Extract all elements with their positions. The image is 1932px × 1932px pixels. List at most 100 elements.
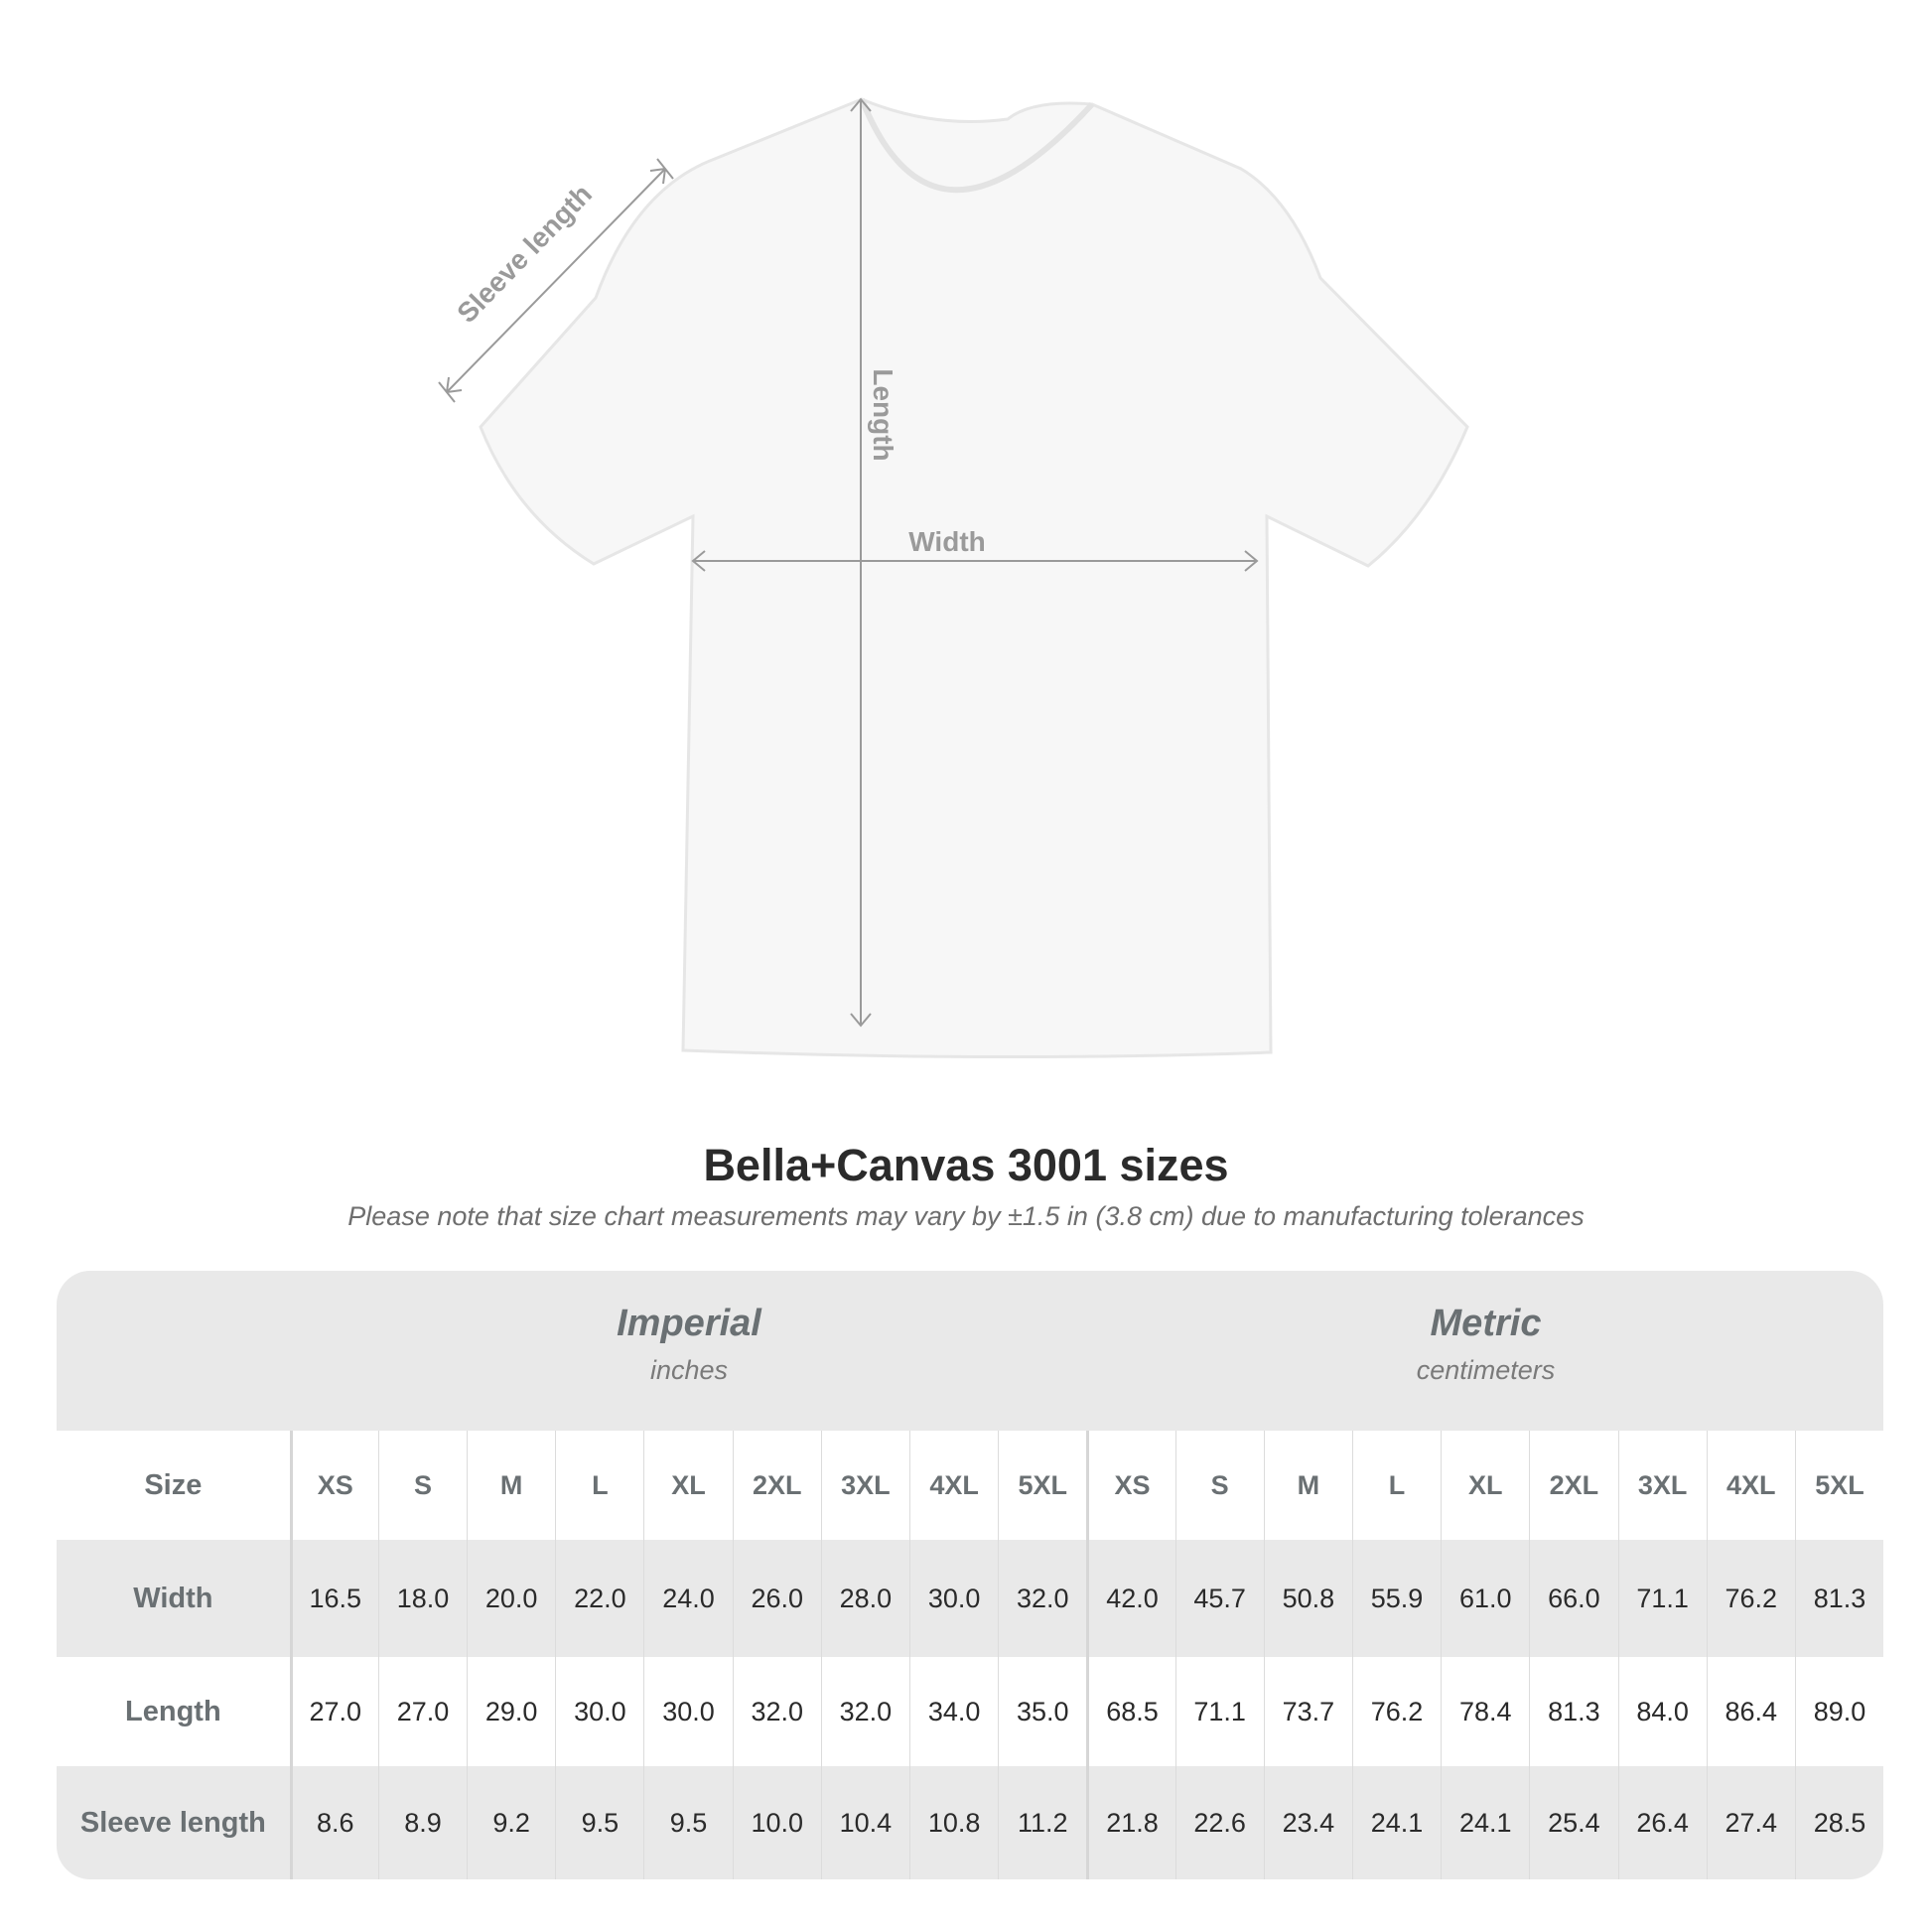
metric-value-cell: 71.1 (1617, 1540, 1707, 1657)
metric-value-cell: 28.5 (1794, 1766, 1883, 1879)
size-label: Size (144, 1468, 203, 1501)
metric-value-cell: 84.0 (1617, 1657, 1707, 1766)
imperial-value-cell: 29.0 (467, 1657, 555, 1766)
imperial-value-cell: 10.0 (732, 1766, 821, 1879)
metric-value-cell: 24.1 (1351, 1766, 1441, 1879)
imperial-value-cell: 34.0 (909, 1657, 998, 1766)
tshirt-image (479, 97, 1469, 1059)
imperial-value-cell: 24.0 (643, 1540, 732, 1657)
imperial-value-cell: 20.0 (467, 1540, 555, 1657)
imperial-value-cell: 32.0 (820, 1657, 909, 1766)
imperial-value-cell: 32.0 (998, 1540, 1086, 1657)
row-label: Width (133, 1582, 213, 1614)
metric-value-cell: 45.7 (1174, 1540, 1264, 1657)
imperial-value-cell: 16.5 (289, 1540, 378, 1657)
metric-value-cell: 21.8 (1086, 1766, 1174, 1879)
metric-size-header: XS (1086, 1431, 1174, 1540)
length-arrowheads (850, 97, 872, 1028)
tshirt-diagram: Width Length Sleeve length (438, 97, 1469, 1059)
metric-size-header: S (1174, 1431, 1264, 1540)
metric-size-header: 4XL (1706, 1431, 1795, 1540)
imperial-value-cell: 27.0 (289, 1657, 378, 1766)
imperial-value-cell: 11.2 (998, 1766, 1086, 1879)
metric-size-header: 2XL (1529, 1431, 1617, 1540)
sleeve-arrowheads (438, 158, 674, 403)
imperial-value-cell: 35.0 (998, 1657, 1086, 1766)
metric-value-cell: 26.4 (1617, 1766, 1707, 1879)
metric-value-cell: 68.5 (1086, 1657, 1174, 1766)
sleeve-arrow (446, 168, 666, 393)
imperial-size-header: S (377, 1431, 467, 1540)
imperial-value-cell: 9.5 (643, 1766, 732, 1879)
metric-value-cell: 81.3 (1794, 1540, 1883, 1657)
page-title: Bella+Canvas 3001 sizes (703, 1140, 1229, 1190)
table-row: Width 16.5 18.0 20.0 22.0 24.0 26.0 28.0 30.0 32.… (57, 1540, 1883, 1657)
table-row: Length 27.0 27.0 29.0 30.0 30.0 32.0 32.0 34.0 35… (57, 1657, 1883, 1766)
size-table: Imperial inches Metric centimeters Size … (57, 1271, 1883, 1879)
imperial-header: Imperial inches (290, 1271, 1088, 1431)
metric-title: Metric (1430, 1303, 1542, 1344)
imperial-value-cell: 8.9 (377, 1766, 467, 1879)
metric-value-cell: 81.3 (1529, 1657, 1617, 1766)
imperial-value-cell: 30.0 (643, 1657, 732, 1766)
metric-value-cell: 25.4 (1529, 1766, 1617, 1879)
imperial-size-header: 2XL (732, 1431, 821, 1540)
metric-value-cell: 73.7 (1263, 1657, 1352, 1766)
imperial-value-cell: 10.4 (820, 1766, 909, 1879)
imperial-value-cell: 30.0 (555, 1657, 643, 1766)
imperial-unit: inches (649, 1355, 729, 1385)
collar (859, 97, 1095, 194)
imperial-size-header: XS (289, 1431, 378, 1540)
metric-value-cell: 89.0 (1794, 1657, 1883, 1766)
metric-value-cell: 23.4 (1263, 1766, 1352, 1879)
imperial-size-header: 3XL (820, 1431, 909, 1540)
imperial-size-header: L (555, 1431, 643, 1540)
metric-value-cell: 78.4 (1441, 1657, 1529, 1766)
metric-header: Metric centimeters (1088, 1271, 1883, 1431)
metric-value-cell: 22.6 (1174, 1766, 1264, 1879)
imperial-size-header: M (467, 1431, 555, 1540)
imperial-size-header: 5XL (998, 1431, 1086, 1540)
metric-size-header: M (1263, 1431, 1352, 1540)
metric-value-cell: 24.1 (1441, 1766, 1529, 1879)
sleeve-length-label: Sleeve length (451, 179, 598, 329)
imperial-value-cell: 8.6 (289, 1766, 378, 1879)
imperial-value-cell: 26.0 (732, 1540, 821, 1657)
metric-value-cell: 55.9 (1351, 1540, 1441, 1657)
imperial-title: Imperial (617, 1303, 761, 1344)
metric-size-header: 3XL (1617, 1431, 1707, 1540)
metric-value-cell: 66.0 (1529, 1540, 1617, 1657)
imperial-value-cell: 10.8 (909, 1766, 998, 1879)
metric-unit: centimeters (1416, 1355, 1556, 1385)
tolerance-note: Please note that size chart measurements… (347, 1201, 1585, 1231)
metric-value-cell: 61.0 (1441, 1540, 1529, 1657)
width-label: Width (908, 526, 986, 557)
imperial-size-header: 4XL (909, 1431, 998, 1540)
imperial-value-cell: 28.0 (820, 1540, 909, 1657)
metric-value-cell: 76.2 (1351, 1657, 1441, 1766)
metric-value-cell: 50.8 (1263, 1540, 1352, 1657)
imperial-value-cell: 22.0 (555, 1540, 643, 1657)
metric-value-cell: 27.4 (1706, 1766, 1795, 1879)
imperial-value-cell: 27.0 (377, 1657, 467, 1766)
imperial-value-cell: 18.0 (377, 1540, 467, 1657)
metric-value-cell: 71.1 (1174, 1657, 1264, 1766)
row-label: Sleeve length (79, 1806, 266, 1839)
size-row: Size XS S M L XL 2XL 3XL 4XL 5XL XS S M L XL 2XL 3XL 4XL… (57, 1431, 1883, 1540)
metric-value-cell: 42.0 (1086, 1540, 1174, 1657)
metric-size-header: 5XL (1794, 1431, 1883, 1540)
length-label: Length (868, 368, 898, 461)
row-label: Length (125, 1695, 221, 1727)
imperial-value-cell: 30.0 (909, 1540, 998, 1657)
header-band (57, 1271, 1883, 1431)
metric-size-header: XL (1441, 1431, 1529, 1540)
metric-value-cell: 76.2 (1706, 1540, 1795, 1657)
imperial-value-cell: 32.0 (732, 1657, 821, 1766)
table-row: Sleeve length 8.6 8.9 9.2 9.5 9.5 10.0 10.4 10.8… (57, 1766, 1883, 1879)
imperial-value-cell: 9.5 (555, 1766, 643, 1879)
width-arrowheads (691, 550, 1259, 572)
imperial-size-header: XL (643, 1431, 732, 1540)
imperial-value-cell: 9.2 (467, 1766, 555, 1879)
metric-size-header: L (1351, 1431, 1441, 1540)
metric-value-cell: 86.4 (1706, 1657, 1795, 1766)
